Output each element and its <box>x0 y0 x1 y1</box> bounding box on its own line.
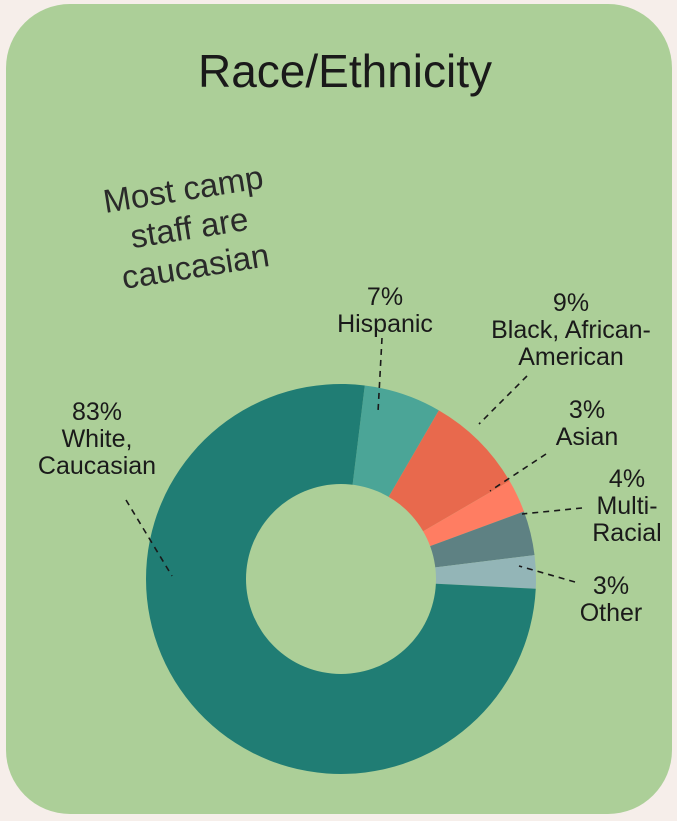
slice-label-4-line-1: Other <box>580 599 643 627</box>
chart-title: Race/Ethnicity <box>198 45 492 97</box>
slice-label-5-line-2: Caucasian <box>38 452 156 480</box>
slice-label-2-line-1: Asian <box>556 423 619 451</box>
slice-label-3-line-2: Racial <box>592 519 661 547</box>
leader-line-5 <box>125 499 173 577</box>
slice-label-1-line-1: Black, African- <box>491 316 651 344</box>
leader-line-2 <box>489 453 547 492</box>
slice-label-4-line-0: 3% <box>593 572 629 600</box>
slice-label-5-line-0: 83% <box>72 398 122 426</box>
leader-line-1 <box>478 375 528 425</box>
leader-line-3 <box>521 507 583 515</box>
slice-label-1-line-0: 9% <box>553 289 589 317</box>
slice-label-3-line-1: Multi- <box>596 492 657 520</box>
slice-label-3-line-0: 4% <box>609 465 645 493</box>
annotation-note: Most camp staff are caucasian <box>101 158 272 296</box>
slice-label-5-line-1: White, <box>62 425 133 453</box>
leader-line-4 <box>518 565 576 583</box>
leader-line-0 <box>377 337 383 413</box>
leader-lines-group <box>125 337 583 583</box>
slice-label-2-line-0: 3% <box>569 396 605 424</box>
slice-label-1-line-2: American <box>518 343 624 371</box>
slice-label-0-line-0: 7% <box>367 283 403 311</box>
donut-hole <box>246 484 436 674</box>
slice-label-0-line-1: Hispanic <box>337 310 433 338</box>
